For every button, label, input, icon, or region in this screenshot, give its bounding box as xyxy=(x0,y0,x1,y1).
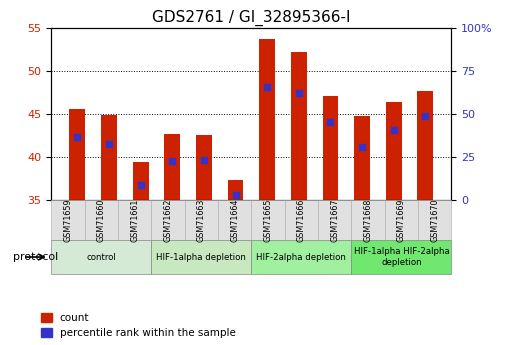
Bar xyxy=(196,135,212,200)
Text: GSM71668: GSM71668 xyxy=(364,198,372,241)
Text: GSM71662: GSM71662 xyxy=(164,198,172,242)
Bar xyxy=(291,52,307,200)
Text: HIF-1alpha depletion: HIF-1alpha depletion xyxy=(156,253,246,262)
Bar xyxy=(418,91,433,200)
Text: GSM71663: GSM71663 xyxy=(197,198,206,241)
Text: GSM71659: GSM71659 xyxy=(64,198,72,242)
Legend: count, percentile rank within the sample: count, percentile rank within the sample xyxy=(41,313,236,338)
Text: GSM71670: GSM71670 xyxy=(430,198,439,242)
Bar xyxy=(164,134,180,200)
Bar xyxy=(228,180,244,200)
Text: HIF-2alpha depletion: HIF-2alpha depletion xyxy=(256,253,346,262)
Bar xyxy=(354,116,370,200)
Bar xyxy=(101,115,117,200)
Text: GSM71661: GSM71661 xyxy=(130,198,139,241)
Bar xyxy=(69,109,85,200)
Bar xyxy=(386,102,402,200)
Bar xyxy=(259,39,275,200)
Bar xyxy=(133,162,149,200)
Text: GSM71667: GSM71667 xyxy=(330,198,339,242)
Text: control: control xyxy=(87,253,116,262)
Text: GSM71665: GSM71665 xyxy=(264,198,272,242)
Text: GSM71664: GSM71664 xyxy=(230,198,239,241)
Title: GDS2761 / GI_32895366-I: GDS2761 / GI_32895366-I xyxy=(152,10,350,26)
Text: GSM71669: GSM71669 xyxy=(397,198,406,242)
Bar xyxy=(323,96,339,200)
Text: protocol: protocol xyxy=(13,252,58,262)
Text: HIF-1alpha HIF-2alpha
depletion: HIF-1alpha HIF-2alpha depletion xyxy=(353,247,449,267)
Text: GSM71660: GSM71660 xyxy=(97,198,106,241)
Text: GSM71666: GSM71666 xyxy=(297,198,306,241)
